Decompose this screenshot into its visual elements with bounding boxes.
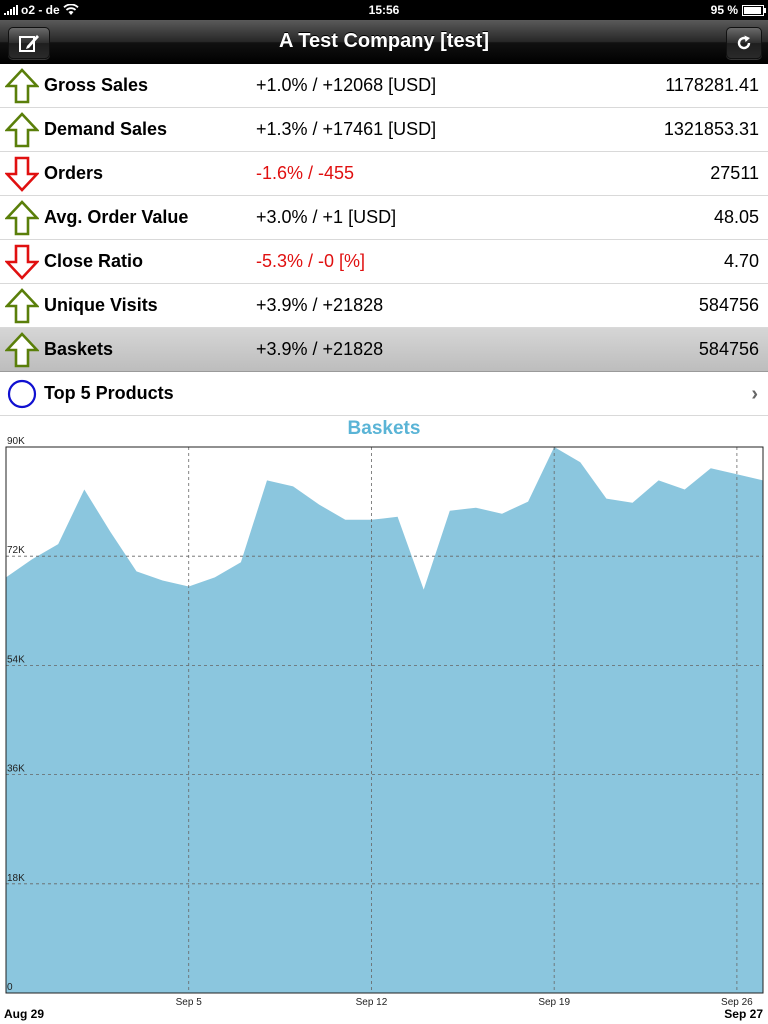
metric-label: Gross Sales — [44, 75, 149, 95]
arrow-up-icon — [5, 332, 39, 368]
metrics-table: Gross Sales +1.0% / +12068 [USD] 1178281.4… — [0, 64, 768, 416]
arrow-up-icon — [5, 200, 39, 236]
refresh-icon — [737, 35, 751, 50]
metric-value: 584756 — [698, 339, 759, 359]
metric-label: Close Ratio — [44, 251, 144, 271]
navigation-bar: A Test Company [test] — [0, 20, 768, 65]
metric-row-close-ratio[interactable]: Close Ratio -5.3% / -0 [%] 4.70 — [0, 240, 768, 284]
carrier-info: o2 - de — [4, 3, 79, 17]
battery-percent: 95 % — [710, 3, 738, 17]
page-title: A Test Company [test] — [278, 30, 490, 52]
chevron-right-icon: › — [751, 383, 758, 405]
chart-border — [5, 446, 764, 994]
arrow-up-icon — [5, 288, 39, 324]
circle-icon — [7, 379, 37, 409]
carrier-name: o2 - de — [21, 3, 60, 17]
status-bar: o2 - de 15:56 95 % — [0, 0, 768, 20]
x-tick-label: Sep 19 — [538, 997, 570, 1008]
x-tick-label: Sep 26 — [721, 997, 753, 1008]
metric-label: Demand Sales — [44, 119, 168, 139]
y-tick-label: 90K — [7, 436, 25, 447]
metric-row-baskets[interactable]: Baskets +3.9% / +21828 584756 — [0, 328, 768, 372]
battery-icon — [742, 4, 766, 16]
y-tick-label: 72K — [7, 545, 25, 556]
arrow-up-icon — [5, 68, 39, 104]
x-end-label: Sep 27 — [724, 1007, 763, 1021]
x-tick-label: Sep 5 — [176, 997, 203, 1008]
metric-label: Unique Visits — [44, 295, 158, 315]
metric-change: -1.6% / -455 — [256, 163, 355, 183]
x-tick-label: Sep 12 — [356, 997, 388, 1008]
compose-icon — [19, 35, 39, 52]
metric-change: +3.9% / +21828 — [256, 339, 384, 359]
metric-change: +1.0% / +12068 [USD] — [256, 75, 437, 95]
metric-row-unique-visits[interactable]: Unique Visits +3.9% / +21828 584756 — [0, 284, 768, 328]
arrow-up-icon — [5, 112, 39, 148]
top-products-label: Top 5 Products — [44, 383, 174, 403]
battery-info: 95 % — [710, 3, 766, 17]
metric-value: 48.05 — [713, 207, 759, 227]
metric-value: 584756 — [698, 295, 759, 315]
compose-button[interactable] — [8, 27, 50, 59]
metric-label: Avg. Order Value — [44, 207, 189, 227]
metric-value: 1321853.31 — [663, 119, 759, 139]
metric-value: 4.70 — [723, 251, 759, 271]
baskets-chart: Baskets 0 18K 36K 54K 72K 90K Sep 5 Sep 12 Sep 1… — [0, 416, 768, 1024]
metric-row-demand-sales[interactable]: Demand Sales +1.3% / +17461 [USD] 1321853.… — [0, 108, 768, 152]
signal-icon — [4, 5, 18, 15]
chart-svg: 0 18K 36K 54K 72K 90K Sep 5 Sep 12 Sep 19 Sep 26 A… — [4, 436, 764, 1021]
metric-change: +3.9% / +21828 — [256, 295, 384, 315]
refresh-button[interactable] — [726, 27, 762, 59]
metric-row-gross-sales[interactable]: Gross Sales +1.0% / +12068 [USD] 1178281.4… — [0, 64, 768, 108]
x-start-label: Aug 29 — [4, 1007, 44, 1021]
metric-value: 27511 — [710, 163, 759, 183]
area-series — [6, 447, 763, 993]
chart-title: Baskets — [347, 418, 421, 439]
metric-value: 1178281.41 — [665, 75, 759, 95]
metric-label: Baskets — [44, 339, 114, 359]
y-tick-label: 36K — [7, 764, 25, 775]
metric-change: +3.0% / +1 [USD] — [256, 207, 397, 227]
arrow-down-icon — [5, 244, 39, 280]
y-tick-label: 0 — [7, 982, 13, 993]
wifi-icon — [63, 4, 79, 15]
y-tick-label: 18K — [7, 873, 25, 884]
clock: 15:56 — [368, 3, 400, 17]
y-tick-label: 54K — [7, 654, 25, 665]
metric-change: +1.3% / +17461 [USD] — [256, 119, 437, 139]
metric-label: Orders — [44, 163, 104, 183]
arrow-down-icon — [5, 156, 39, 192]
metric-row-avg-order-value[interactable]: Avg. Order Value +3.0% / +1 [USD] 48.05 — [0, 196, 768, 240]
top-products-row[interactable]: Top 5 Products › — [0, 372, 768, 416]
metric-row-orders[interactable]: Orders -1.6% / -455 27511 — [0, 152, 768, 196]
metric-change: -5.3% / -0 [%] — [256, 251, 366, 271]
